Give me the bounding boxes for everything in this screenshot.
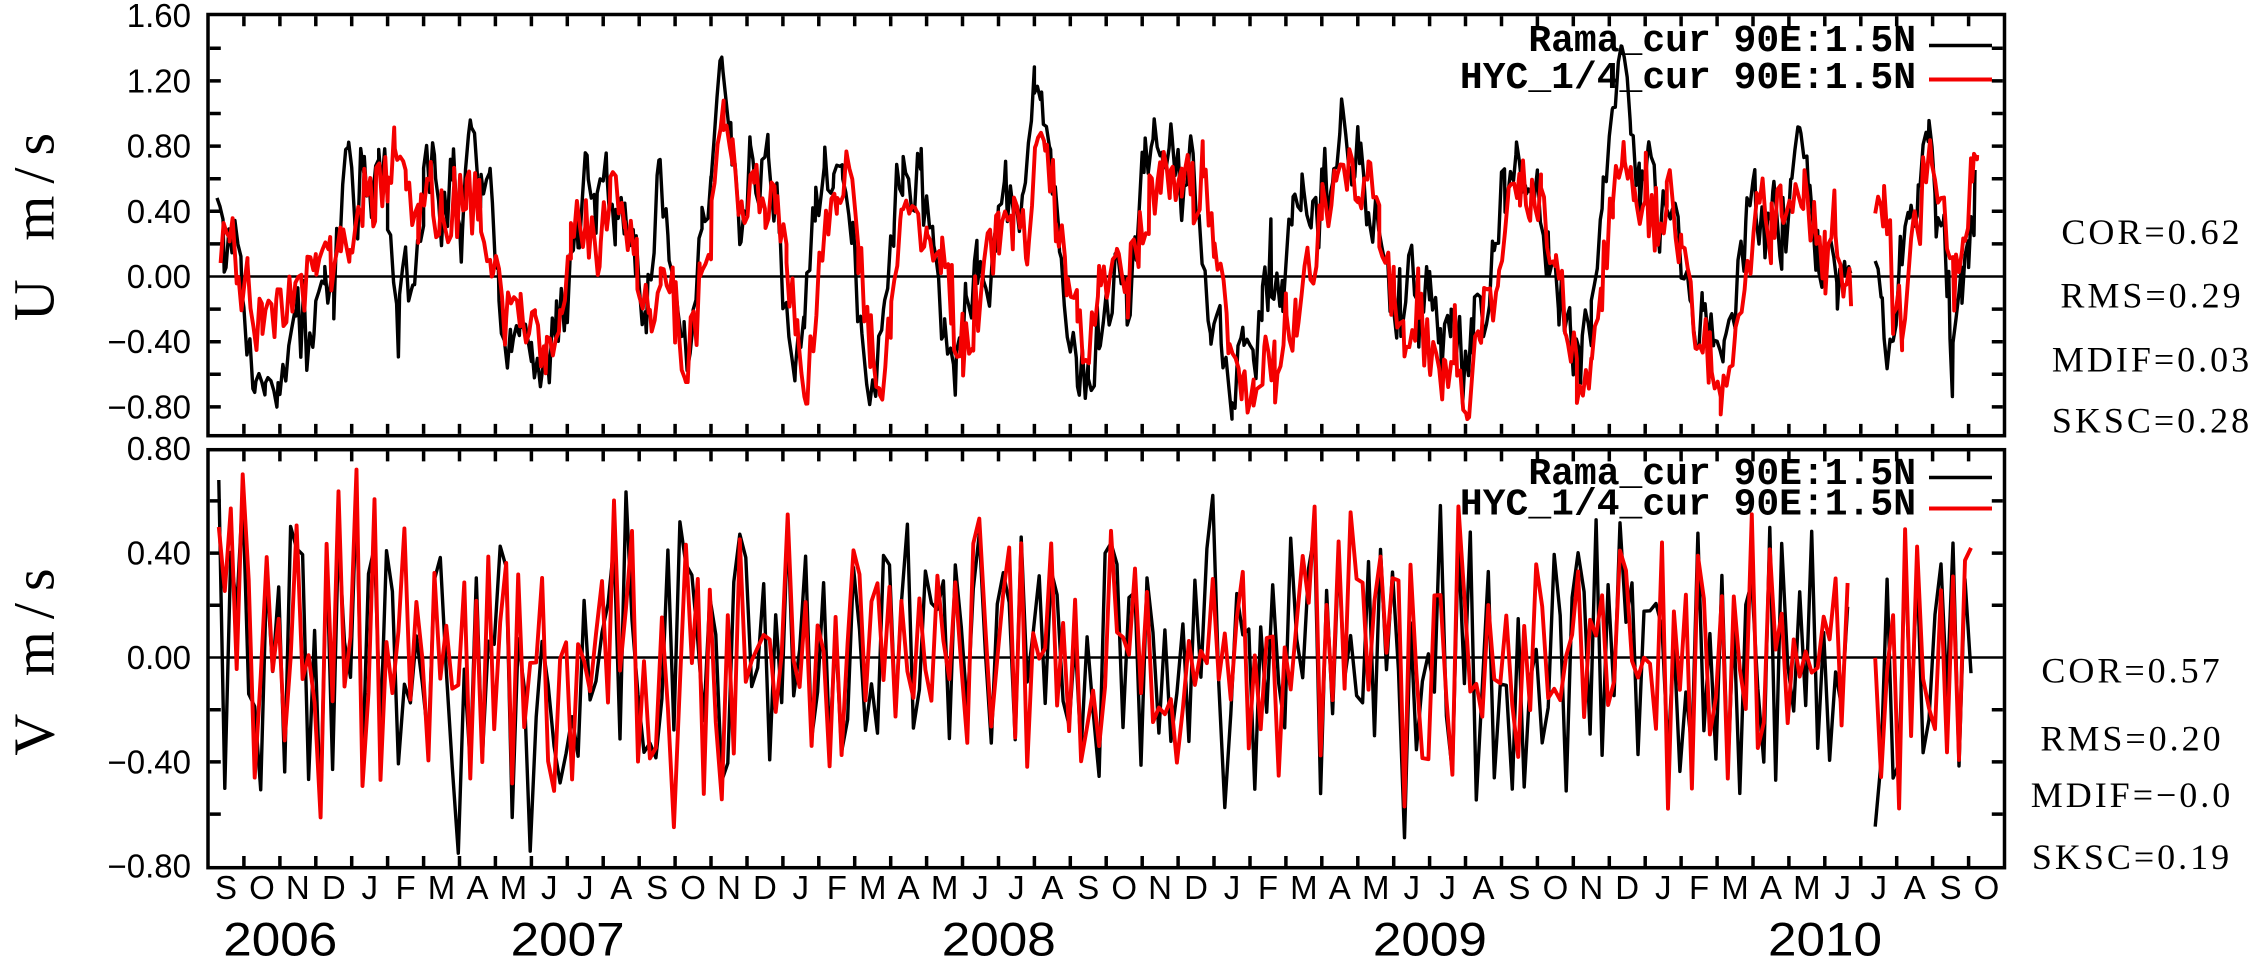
svg-text:S: S (646, 869, 668, 906)
svg-text:F: F (827, 869, 847, 906)
svg-text:F: F (1689, 869, 1709, 906)
svg-text:0.80: 0.80 (127, 128, 191, 165)
svg-text:MDIF=−0.0: MDIF=−0.0 (2031, 775, 2234, 815)
svg-text:S: S (1077, 869, 1099, 906)
svg-text:D: D (1615, 869, 1639, 906)
svg-text:A: A (1041, 869, 1063, 906)
svg-text:Rama_cur 90E:1.5N: Rama_cur 90E:1.5N (1528, 20, 1916, 63)
svg-text:RMS=0.29: RMS=0.29 (2060, 276, 2243, 316)
svg-text:V m/s: V m/s (2, 556, 67, 755)
svg-text:−0.40: −0.40 (108, 323, 192, 360)
svg-text:S: S (1508, 869, 1530, 906)
svg-text:2007: 2007 (511, 913, 625, 957)
svg-text:RMS=0.20: RMS=0.20 (2040, 718, 2223, 758)
svg-text:HYC_1/4_cur 90E:1.5N: HYC_1/4_cur 90E:1.5N (1460, 57, 1916, 100)
svg-text:N: N (286, 869, 310, 906)
svg-text:J: J (1870, 869, 1887, 906)
svg-text:O: O (1543, 869, 1569, 906)
svg-text:U m/s: U m/s (2, 121, 67, 321)
svg-text:J: J (1008, 869, 1025, 906)
svg-text:J: J (577, 869, 594, 906)
svg-text:COR=0.57: COR=0.57 (2041, 651, 2222, 691)
svg-text:J: J (793, 869, 810, 906)
svg-text:J: J (541, 869, 558, 906)
svg-text:J: J (972, 869, 989, 906)
svg-text:−0.40: −0.40 (108, 743, 192, 780)
svg-text:S: S (215, 869, 237, 906)
svg-text:S: S (1940, 869, 1962, 906)
svg-text:M: M (1290, 869, 1318, 906)
svg-text:2010: 2010 (1768, 913, 1882, 957)
svg-text:A: A (1329, 869, 1351, 906)
svg-text:COR=0.62: COR=0.62 (2061, 212, 2242, 252)
svg-text:A: A (1472, 869, 1494, 906)
svg-text:−0.80: −0.80 (108, 848, 192, 885)
svg-text:SKSC=0.19: SKSC=0.19 (2032, 837, 2232, 877)
svg-text:D: D (1184, 869, 1208, 906)
svg-text:M: M (428, 869, 456, 906)
svg-text:J: J (1655, 869, 1672, 906)
svg-text:−0.80: −0.80 (108, 388, 192, 425)
svg-text:2009: 2009 (1373, 913, 1487, 957)
svg-text:M: M (500, 869, 528, 906)
svg-text:2008: 2008 (942, 913, 1056, 957)
svg-text:O: O (249, 869, 275, 906)
svg-text:MDIF=0.03: MDIF=0.03 (2052, 340, 2252, 380)
svg-text:J: J (1439, 869, 1456, 906)
svg-text:O: O (1111, 869, 1137, 906)
svg-text:HYC_1/4_cur 90E:1.5N: HYC_1/4_cur 90E:1.5N (1460, 484, 1916, 527)
svg-text:1.60: 1.60 (127, 0, 191, 34)
svg-text:Rama_cur 90E:1.5N: Rama_cur 90E:1.5N (1528, 453, 1916, 496)
svg-text:0.40: 0.40 (127, 193, 191, 230)
svg-text:O: O (1974, 869, 2000, 906)
svg-text:M: M (931, 869, 959, 906)
svg-text:A: A (898, 869, 920, 906)
svg-text:A: A (610, 869, 632, 906)
svg-text:N: N (1579, 869, 1603, 906)
svg-text:M: M (1793, 869, 1821, 906)
svg-text:N: N (1148, 869, 1172, 906)
svg-text:D: D (322, 869, 346, 906)
svg-text:0.80: 0.80 (127, 430, 191, 467)
svg-text:A: A (1904, 869, 1926, 906)
svg-text:M: M (1721, 869, 1749, 906)
svg-text:M: M (859, 869, 887, 906)
svg-text:M: M (1362, 869, 1390, 906)
svg-text:2006: 2006 (223, 913, 337, 957)
svg-text:F: F (1258, 869, 1278, 906)
svg-text:A: A (1760, 869, 1782, 906)
svg-text:0.00: 0.00 (127, 639, 191, 676)
svg-text:0.40: 0.40 (127, 535, 191, 572)
svg-text:N: N (717, 869, 741, 906)
svg-text:J: J (1224, 869, 1241, 906)
svg-text:J: J (1835, 869, 1852, 906)
svg-text:1.20: 1.20 (127, 62, 191, 99)
svg-text:J: J (1403, 869, 1420, 906)
svg-text:F: F (396, 869, 416, 906)
svg-text:SKSC=0.28: SKSC=0.28 (2052, 400, 2252, 440)
svg-text:O: O (680, 869, 706, 906)
svg-text:J: J (361, 869, 378, 906)
svg-text:D: D (753, 869, 777, 906)
svg-text:A: A (466, 869, 488, 906)
svg-text:0.00: 0.00 (127, 258, 191, 295)
